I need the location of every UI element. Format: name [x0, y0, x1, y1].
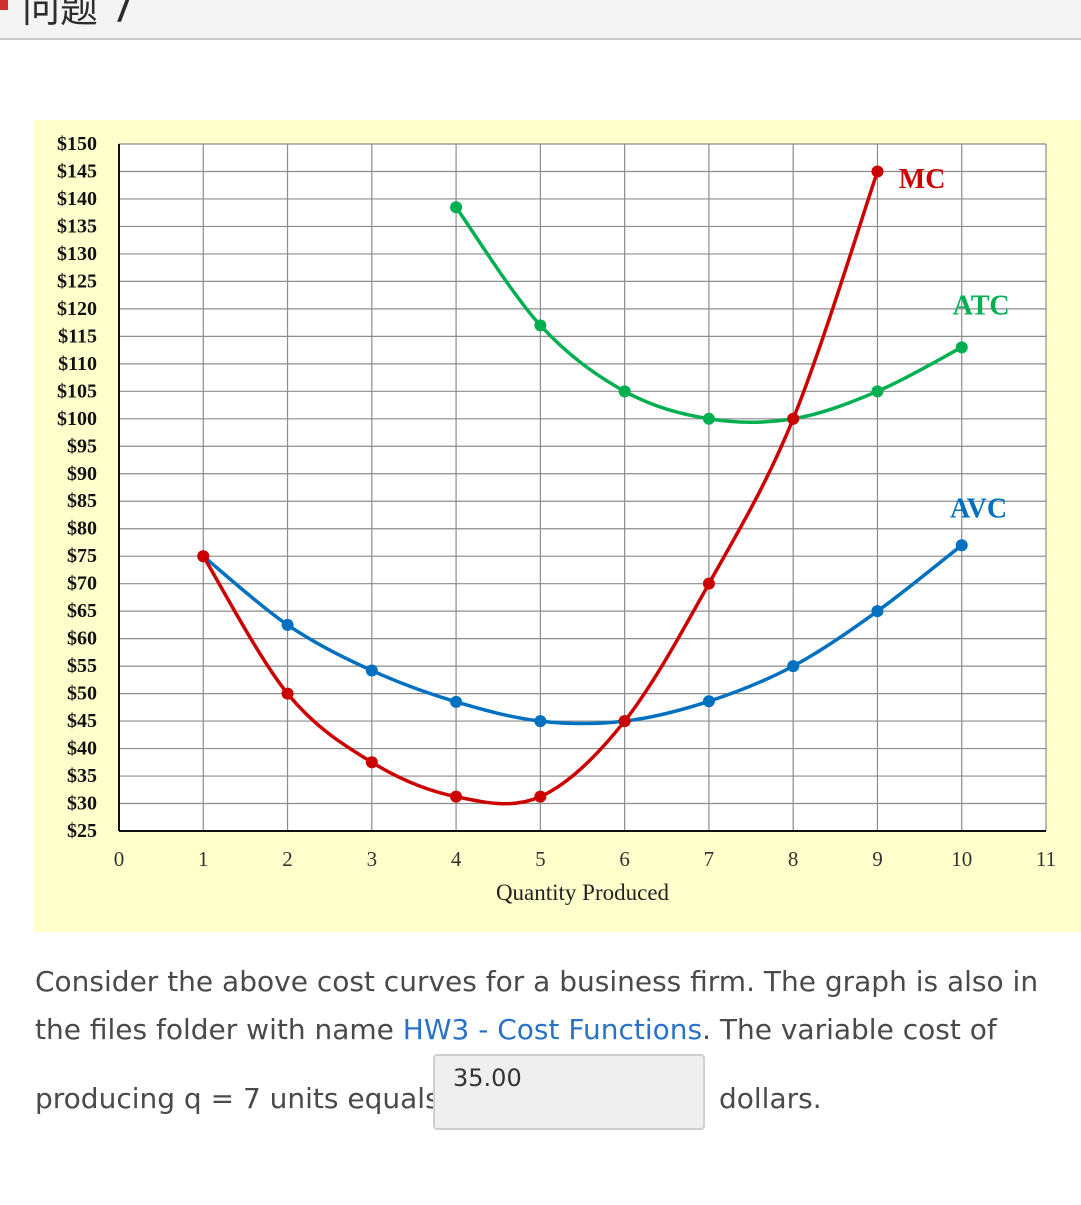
y-tick-label: $120 [57, 298, 97, 320]
y-tick-label: $45 [67, 710, 97, 732]
x-tick-label: 7 [704, 847, 715, 871]
y-tick-label: $50 [67, 683, 97, 705]
atc-point [534, 319, 547, 332]
y-tick-label: $100 [57, 408, 97, 430]
plot-area [119, 144, 1046, 831]
mc-point [534, 790, 547, 803]
avc-point [534, 715, 547, 728]
mc-point [618, 715, 631, 728]
question-text-after: . The variable cost of [702, 1013, 997, 1046]
mc-point [450, 790, 463, 803]
answer-row: producing q = 7 units equals 35.00 dolla… [35, 1054, 1075, 1130]
x-tick-label: 1 [198, 847, 209, 871]
y-tick-label: $85 [67, 490, 97, 512]
cost-curves-chart: $150 $145 $140 $135 $130 $125 $120 $115 $110 $105… [34, 120, 1081, 932]
y-tick-label: $150 [57, 133, 97, 155]
x-tick-label: 8 [788, 847, 799, 871]
y-tick-label: $135 [57, 215, 97, 237]
x-tick-label: 5 [535, 847, 546, 871]
atc-label: ATC [953, 290, 1010, 321]
question-header: 问题 7 [0, 0, 1081, 40]
flag-icon [0, 0, 8, 10]
atc-point [702, 412, 715, 425]
x-tick-label: 3 [367, 847, 378, 871]
x-tick-label: 4 [451, 847, 462, 871]
y-tick-label: $35 [67, 765, 97, 787]
y-tick-label: $80 [67, 518, 97, 540]
chart-svg: $150 $145 $140 $135 $130 $125 $120 $115 $110 $105… [57, 133, 1056, 905]
y-tick-label: $105 [57, 380, 97, 402]
mc-point [197, 550, 210, 563]
y-tick-label: $40 [67, 738, 97, 760]
y-tick-label: $145 [57, 160, 97, 182]
mc-label: MC [899, 164, 946, 195]
y-tick-label: $130 [57, 243, 97, 265]
y-tick-label: $125 [57, 270, 97, 292]
x-tick-label: 11 [1036, 847, 1056, 871]
avc-point [281, 618, 294, 631]
avc-line [202, 543, 963, 726]
x-tick-label: 9 [872, 847, 883, 871]
y-tick-label: $140 [57, 188, 97, 210]
y-tick-label: $70 [67, 573, 97, 595]
avc-label: AVC [950, 494, 1007, 525]
question-title: 问题 7 [22, 0, 135, 31]
question-text: Consider the above cost curves for a bus… [35, 958, 1075, 1054]
avc-point [450, 695, 463, 708]
mc-point [365, 756, 378, 769]
y-tick-label: $55 [67, 655, 97, 677]
answer-prefix: producing q = 7 units equals [35, 1082, 440, 1115]
atc-point [618, 385, 631, 398]
mc-point [787, 412, 800, 425]
y-tick-label: $30 [67, 793, 97, 815]
y-tick-label: $110 [58, 353, 97, 375]
x-tick-label: 0 [114, 847, 125, 871]
x-axis-title: Quantity Produced [496, 880, 670, 905]
y-tick-label: $90 [67, 463, 97, 485]
files-link[interactable]: HW3 - Cost Functions [402, 1013, 703, 1046]
mc-point [871, 165, 884, 178]
y-tick-label: $115 [58, 325, 97, 347]
atc-point [955, 341, 968, 354]
avc-point [702, 695, 715, 708]
avc-point [787, 660, 800, 673]
y-tick-label: $65 [67, 600, 97, 622]
y-tick-label: $60 [67, 628, 97, 650]
x-tick-label: 2 [282, 847, 293, 871]
x-tick-label: 10 [951, 847, 972, 871]
y-tick-label: $95 [67, 435, 97, 457]
y-tick-label: $25 [67, 820, 97, 842]
y-tick-label: $75 [67, 545, 97, 567]
avc-point [365, 664, 378, 677]
mc-point [281, 687, 294, 700]
answer-suffix: dollars. [719, 1082, 822, 1115]
mc-point [702, 577, 715, 590]
question-text-before: Consider the above cost curves for a bus… [35, 965, 1039, 1046]
atc-point [450, 201, 463, 214]
x-tick-label: 6 [619, 847, 630, 871]
avc-point [871, 605, 884, 618]
avc-point [955, 539, 968, 552]
answer-input[interactable]: 35.00 [433, 1054, 705, 1130]
atc-point [871, 385, 884, 398]
